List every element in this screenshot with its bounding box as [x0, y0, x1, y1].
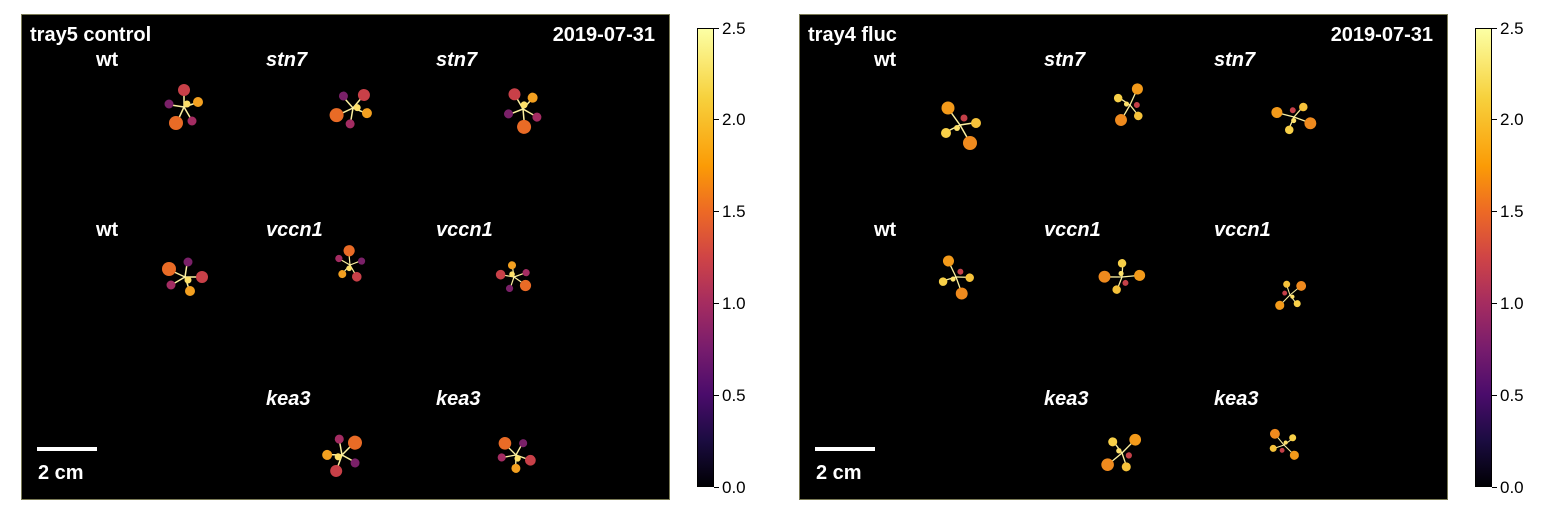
image-panel-right: tray4 fluc 2019-07-31 wt stn7 stn7 wt vc… [799, 14, 1448, 500]
plant-rosette [493, 78, 552, 140]
genotype-label: stn7 [1044, 49, 1086, 71]
plant-rosette [161, 256, 209, 297]
genotype-label: vccn1 [1214, 219, 1271, 241]
plant-rosette [490, 430, 543, 479]
image-panel-left: tray5 control 2019-07-31 wt stn7 stn7 wt… [21, 14, 670, 500]
colorbar-tick-label: 1.5 [722, 202, 746, 221]
colorbar-tick-label: 2.0 [722, 110, 746, 129]
plant-rosette [322, 77, 384, 139]
genotype-label: stn7 [436, 49, 478, 71]
panel-title: tray4 fluc [808, 24, 897, 46]
genotype-label: kea3 [1044, 388, 1089, 410]
genotype-label: wt [874, 49, 897, 71]
panel-title: tray5 control [30, 24, 152, 46]
scale-bar-label: 2 cm [816, 462, 862, 484]
genotype-label: wt [874, 219, 897, 241]
plant-rosette [940, 100, 982, 151]
genotype-label: kea3 [266, 388, 311, 410]
colorbar-tick-label: 1.0 [1500, 294, 1524, 313]
colorbar-tick-label: 1.0 [722, 294, 746, 313]
colorbar-left [697, 28, 714, 487]
genotype-label: vccn1 [1044, 219, 1101, 241]
panel-date: 2019-07-31 [552, 24, 655, 46]
colorbar-right [1475, 28, 1492, 487]
genotype-label: vccn1 [266, 219, 323, 241]
plant-rosette [327, 240, 374, 290]
plant-rosette [315, 426, 369, 485]
scale-bar [37, 447, 97, 451]
genotype-label: kea3 [1214, 388, 1259, 410]
scale-bar-label: 2 cm [38, 462, 84, 484]
plant-image-left [37, 77, 552, 485]
genotype-label: stn7 [1214, 49, 1256, 71]
colorbar-tick-label: 2.0 [1500, 110, 1524, 129]
plant-rosette [1096, 431, 1147, 477]
panel-date: 2019-07-31 [1330, 24, 1433, 46]
scale-bar [815, 447, 875, 451]
colorbar-tick-label: 0.0 [722, 478, 746, 497]
plant-rosette [1268, 89, 1322, 145]
colorbar-tick-label: 2.5 [722, 19, 746, 38]
plant-rosette [492, 258, 536, 297]
colorbar-tick-label: 0.5 [722, 386, 746, 405]
plant-rosette [1270, 276, 1311, 312]
colorbar-tick-label: 0.0 [1500, 478, 1524, 497]
colorbar-tick-label: 0.5 [1500, 386, 1524, 405]
colorbar-tick-label: 2.5 [1500, 19, 1524, 38]
genotype-label: kea3 [436, 388, 481, 410]
plant-image-right [815, 80, 1322, 477]
plant-rosette [1094, 251, 1149, 304]
genotype-label: wt [96, 219, 119, 241]
plant-rosette [1265, 424, 1301, 465]
colorbar-tick-label: 1.5 [1500, 202, 1524, 221]
plant-rosette [1102, 80, 1157, 132]
genotype-label: stn7 [266, 49, 308, 71]
genotype-label: wt [96, 49, 119, 71]
plant-rosette [163, 83, 204, 131]
plant-rosette [935, 253, 978, 302]
genotype-label: vccn1 [436, 219, 493, 241]
